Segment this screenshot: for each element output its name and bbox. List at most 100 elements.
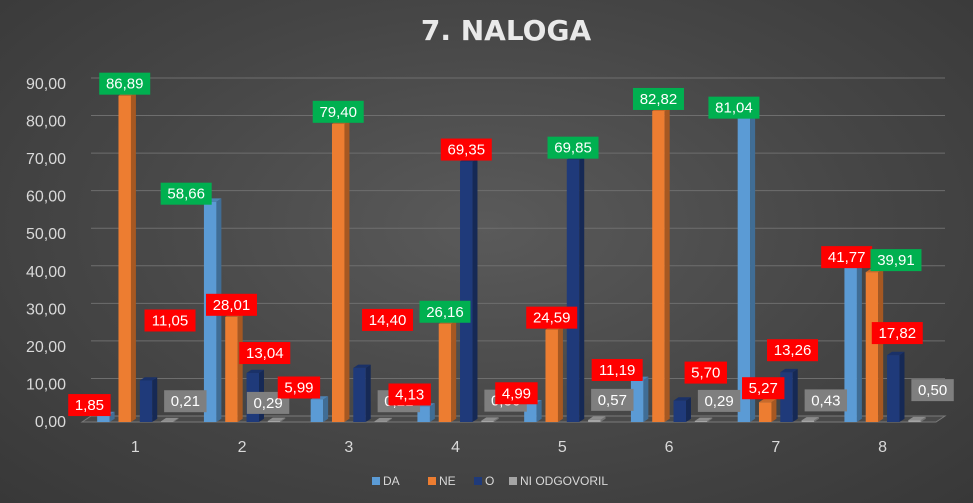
bar-top — [908, 416, 926, 421]
bar-side — [109, 411, 115, 422]
legend-label: NI ODGOVORIL — [520, 474, 608, 488]
data-label-text: 17,82 — [879, 325, 917, 342]
data-label: 86,89 — [99, 72, 151, 95]
data-label: 5,70 — [684, 361, 727, 384]
bar-ne-2 — [225, 316, 238, 422]
bar-ni-odgovoril-1 — [161, 421, 174, 422]
bar-da-6 — [630, 379, 644, 422]
data-label-text: 13,26 — [774, 342, 812, 359]
bar-top — [246, 369, 264, 374]
bar-side — [280, 417, 286, 422]
data-label-text: 0,50 — [918, 382, 947, 399]
data-label-box — [68, 394, 111, 417]
data-label-box — [205, 293, 257, 316]
legend-swatch — [474, 477, 482, 485]
data-label-box — [277, 376, 321, 399]
bar-side — [493, 417, 499, 422]
bar-da-5 — [524, 403, 537, 422]
data-label: 69,85 — [547, 136, 599, 159]
bar-da-3 — [310, 399, 324, 422]
bar-top — [780, 368, 798, 373]
data-label-text: 58,66 — [167, 186, 205, 203]
data-label-text: 11,05 — [152, 313, 188, 330]
data-label-text: 0,29 — [253, 395, 282, 412]
data-label-box — [684, 361, 727, 384]
y-tick-label: 30,00 — [26, 301, 66, 318]
y-tick-label: 80,00 — [26, 114, 66, 131]
data-label-box — [591, 358, 643, 381]
bar-side — [451, 320, 457, 422]
data-label: 11,19 — [591, 358, 643, 381]
legend-swatch — [428, 477, 436, 485]
data-label-text: 11,19 — [599, 362, 635, 379]
x-tick-label: 2 — [238, 439, 247, 456]
data-label: 69,35 — [440, 138, 492, 161]
data-label-text: 5,27 — [749, 380, 778, 397]
legend-label: O — [485, 474, 494, 488]
data-label: 58,66 — [160, 182, 212, 205]
y-tick-label: 20,00 — [26, 339, 66, 356]
x-tick-label: 4 — [451, 439, 460, 456]
bar-side — [878, 268, 884, 422]
bar-o-6 — [673, 400, 687, 422]
chart-floor — [80, 415, 947, 423]
data-label: 24,59 — [526, 306, 578, 329]
bar-o-5 — [566, 159, 580, 422]
bar-side — [814, 417, 820, 422]
bar-side — [771, 398, 777, 422]
y-tick-label: 0,00 — [35, 414, 66, 431]
bar-top — [353, 364, 371, 368]
data-label-text: 79,40 — [319, 104, 357, 121]
bar-side — [152, 377, 158, 422]
data-label-box — [388, 383, 431, 406]
bar-ni-odgovoril-7 — [801, 420, 815, 422]
data-label-text: 4,13 — [395, 386, 424, 403]
bar-ni-odgovoril-2 — [267, 420, 281, 422]
bar-side — [856, 261, 862, 422]
bar-side — [750, 114, 756, 422]
bar-top — [801, 417, 820, 421]
data-label-box — [911, 379, 954, 402]
data-label: 0,29 — [697, 389, 741, 412]
legend-label: DA — [383, 474, 400, 488]
data-label-text: 41,77 — [828, 249, 866, 266]
data-label-text: 24,59 — [533, 310, 571, 327]
y-tick-label: 90,00 — [26, 76, 66, 93]
bar-top — [758, 398, 777, 403]
data-label-box — [804, 389, 848, 412]
data-label-box — [312, 100, 364, 123]
data-label: 41,77 — [821, 246, 873, 269]
bar-side — [130, 92, 136, 423]
data-label-text: 1,85 — [75, 397, 104, 414]
data-label: 26,16 — [419, 300, 471, 323]
data-label: 0,57 — [591, 388, 634, 411]
data-label: 0,21 — [164, 390, 207, 413]
x-tick-label: 6 — [665, 439, 674, 456]
bar-o-3 — [353, 367, 366, 422]
data-label-box — [164, 390, 207, 413]
bar-side — [536, 399, 542, 422]
data-label-text: 69,35 — [448, 142, 486, 159]
bar-ne-1 — [118, 95, 131, 422]
legend-swatch — [509, 477, 517, 485]
bar-top — [161, 417, 179, 422]
data-label: 13,26 — [767, 339, 819, 362]
bar-side — [707, 417, 713, 422]
y-tick-label: 60,00 — [26, 189, 66, 206]
bar-top — [673, 397, 691, 401]
data-label-box — [495, 382, 538, 405]
bar-ne-6 — [652, 110, 665, 422]
bar-ni-odgovoril-3 — [374, 421, 388, 422]
bar-top — [374, 417, 393, 422]
x-tick-label: 3 — [344, 439, 353, 456]
bar-o-8 — [887, 355, 900, 422]
bar-top — [694, 417, 713, 421]
bar-side — [429, 403, 435, 422]
data-label-text: 39,91 — [877, 252, 915, 269]
data-label-box — [160, 182, 212, 205]
data-label: 5,99 — [277, 376, 321, 399]
data-label: 17,82 — [871, 322, 923, 345]
data-label: 81,04 — [708, 96, 760, 119]
bar-ni-odgovoril-5 — [588, 419, 601, 422]
